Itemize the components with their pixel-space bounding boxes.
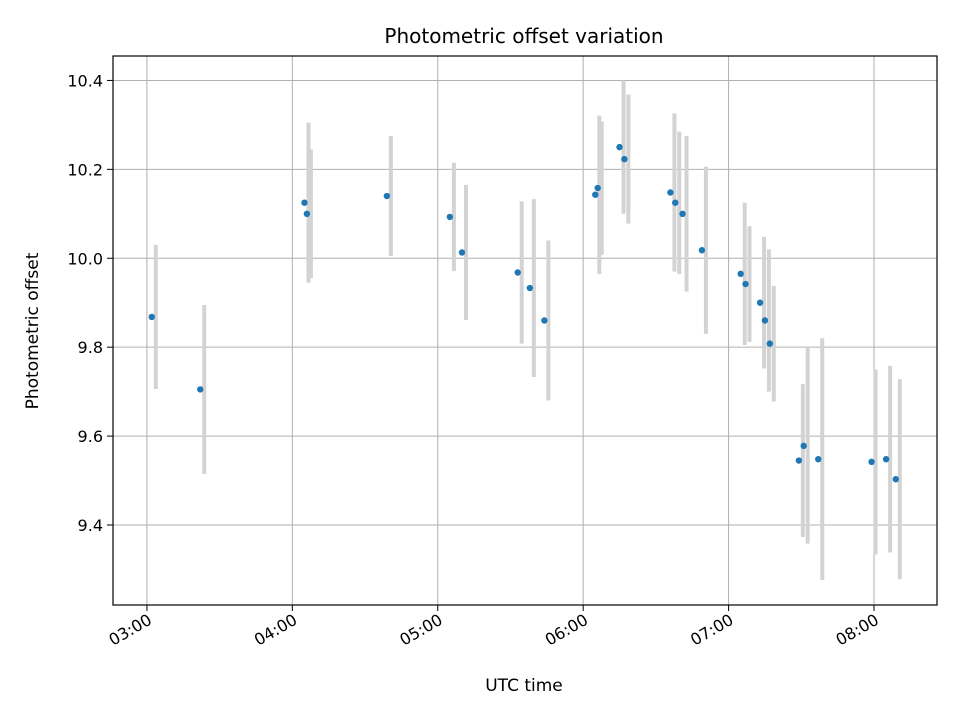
x-tick-label: 06:00	[542, 610, 591, 650]
y-axis-label: Photometric offset	[23, 252, 43, 409]
y-tick-label: 10.2	[67, 160, 103, 179]
data-point	[197, 386, 204, 393]
x-tick-label: 07:00	[687, 610, 736, 650]
y-tick-label: 10.0	[67, 249, 103, 268]
data-point	[742, 280, 749, 288]
data-point	[446, 213, 454, 221]
data-point	[621, 155, 628, 163]
y-tick-label: 9.6	[78, 427, 103, 446]
data-point	[800, 442, 807, 450]
data-point	[882, 455, 890, 463]
data-point	[737, 270, 744, 278]
data-point	[148, 313, 155, 321]
plot-frame	[112, 55, 938, 606]
data-point	[868, 458, 875, 466]
data-point	[667, 189, 674, 196]
grid	[113, 56, 937, 605]
data-point	[594, 184, 601, 192]
data-point	[679, 210, 686, 218]
error-bars	[153, 80, 902, 581]
data-point	[766, 340, 773, 347]
x-tick-label: 05:00	[396, 610, 445, 650]
data-point	[458, 249, 466, 256]
data-point	[541, 317, 548, 324]
x-axis: 03:00 04:00 05:00 06:00 07:00 08:00	[105, 605, 882, 650]
data-point	[698, 247, 706, 254]
data-point	[526, 284, 534, 292]
data-point	[616, 143, 623, 151]
y-tick-label: 10.4	[67, 71, 103, 90]
chart-title: Photometric offset variation	[384, 24, 663, 48]
y-axis: 9.4 9.6 9.8 10.0 10.2 10.4	[67, 71, 113, 535]
data-point	[892, 475, 899, 483]
data-point	[756, 299, 764, 306]
x-tick-label: 03:00	[105, 610, 154, 650]
y-tick-label: 9.4	[78, 516, 103, 535]
data-point	[383, 192, 391, 200]
x-axis-label: UTC time	[485, 676, 563, 696]
x-tick-label: 04:00	[251, 610, 300, 650]
data-point	[592, 191, 599, 198]
data-point	[303, 210, 311, 218]
data-point	[795, 457, 803, 464]
data-point	[815, 455, 822, 463]
data-points	[148, 143, 899, 483]
data-point	[761, 317, 769, 324]
data-point	[301, 199, 308, 206]
data-point	[672, 199, 679, 206]
data-point	[514, 269, 521, 276]
y-tick-label: 9.8	[78, 338, 103, 357]
x-tick-label: 08:00	[833, 610, 882, 650]
